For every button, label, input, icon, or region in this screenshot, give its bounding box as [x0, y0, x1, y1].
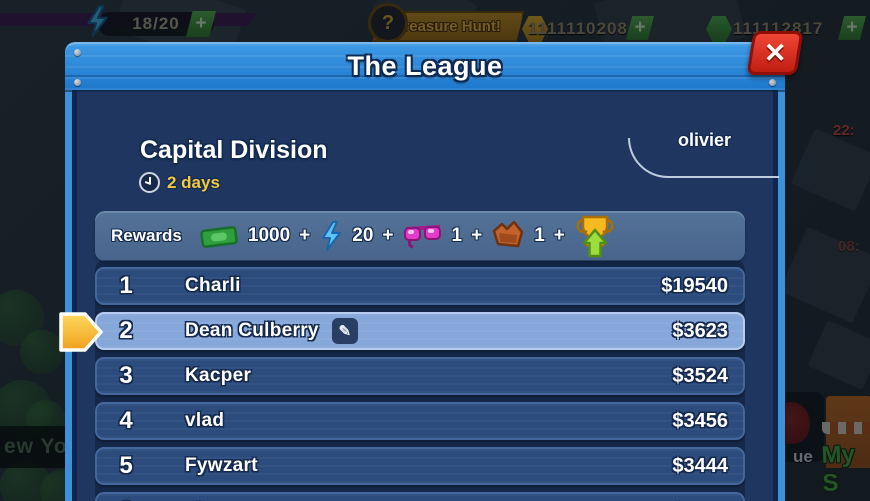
player-score: $3082: [672, 500, 743, 501]
pencil-icon: ✎: [338, 323, 352, 340]
player-tab-label: olivier: [677, 130, 732, 150]
player-name: Charli: [185, 275, 241, 296]
reward-value: 20: [352, 225, 374, 246]
player-score: $3623: [672, 319, 728, 342]
player-tab-olivier[interactable]: olivier: [628, 130, 779, 178]
plus-separator: +: [471, 225, 483, 246]
rivet-icon: [74, 49, 81, 56]
division-title: Capital Division: [140, 136, 328, 164]
player-score: $3456: [672, 409, 728, 432]
header-divider: [65, 75, 785, 77]
reward-value: 1: [534, 225, 545, 246]
rank-number: 6: [97, 497, 155, 501]
trophy-upgrade-icon: [574, 214, 616, 258]
fox-icon: [491, 221, 525, 251]
cash-icon: [199, 223, 239, 250]
rewards-label: Rewards: [111, 226, 182, 245]
rivet-icon: [74, 79, 81, 86]
energy-icon: [319, 221, 343, 251]
close-x-icon: ✕: [763, 37, 787, 68]
close-button[interactable]: ✕: [746, 31, 804, 75]
leaderboard-row: 5 Fywzart $3444: [95, 447, 745, 485]
rank-number: 4: [119, 407, 133, 434]
rewards-items: 1000 +20 +1 +1 +: [199, 214, 616, 258]
modal-title: The League: [347, 51, 503, 81]
leaderboard-row: 2 Dean Culberry ✎ $3623: [59, 312, 745, 352]
sunglasses-icon: [403, 222, 443, 250]
player-score: $3524: [672, 364, 728, 387]
player-name: Fywzart: [185, 455, 258, 476]
league-modal-header: The League: [65, 42, 785, 90]
player-score: $19540: [661, 274, 728, 297]
time-remaining-label: 2 days: [167, 172, 220, 192]
current-player-arrow-icon: [57, 309, 105, 355]
plus-separator: +: [299, 225, 311, 246]
rivet-icon: [769, 79, 776, 86]
rank-number: 2: [119, 317, 133, 344]
player-name: Dean Culberry: [185, 320, 319, 341]
player-score: $3444: [672, 454, 728, 477]
reward-value: 1: [451, 225, 463, 246]
rank-number: 3: [119, 362, 133, 389]
leaderboard-row: 4 vlad $3456: [95, 402, 745, 440]
league-modal: Capital Division 2 days olivier Rewards …: [59, 31, 804, 501]
time-remaining: 2 days: [139, 172, 220, 193]
leaderboard-row: 1 Charli $19540: [95, 267, 745, 305]
player-name: vlad: [185, 410, 225, 431]
rewards-panel: Rewards 1000 +20 +1 +1 +: [95, 211, 745, 261]
clock-icon: [139, 172, 160, 193]
edit-name-button[interactable]: ✎: [331, 318, 358, 344]
plus-separator: +: [382, 225, 394, 246]
leaderboard: 1 Charli $19540 2 Dean Culberry ✎ $3623 3 Kacper…: [59, 267, 745, 501]
league-modal-body: Capital Division 2 days olivier Rewards …: [59, 90, 785, 501]
leaderboard-row: 3 Kacper $3524: [95, 357, 745, 395]
player-name: Kacper: [185, 365, 252, 386]
leaderboard-row: 6alex$3082: [95, 492, 745, 501]
rank-number: 5: [119, 452, 133, 479]
rank-number: 1: [119, 272, 133, 299]
reward-value: 1000: [247, 225, 291, 246]
plus-separator: +: [553, 225, 565, 246]
